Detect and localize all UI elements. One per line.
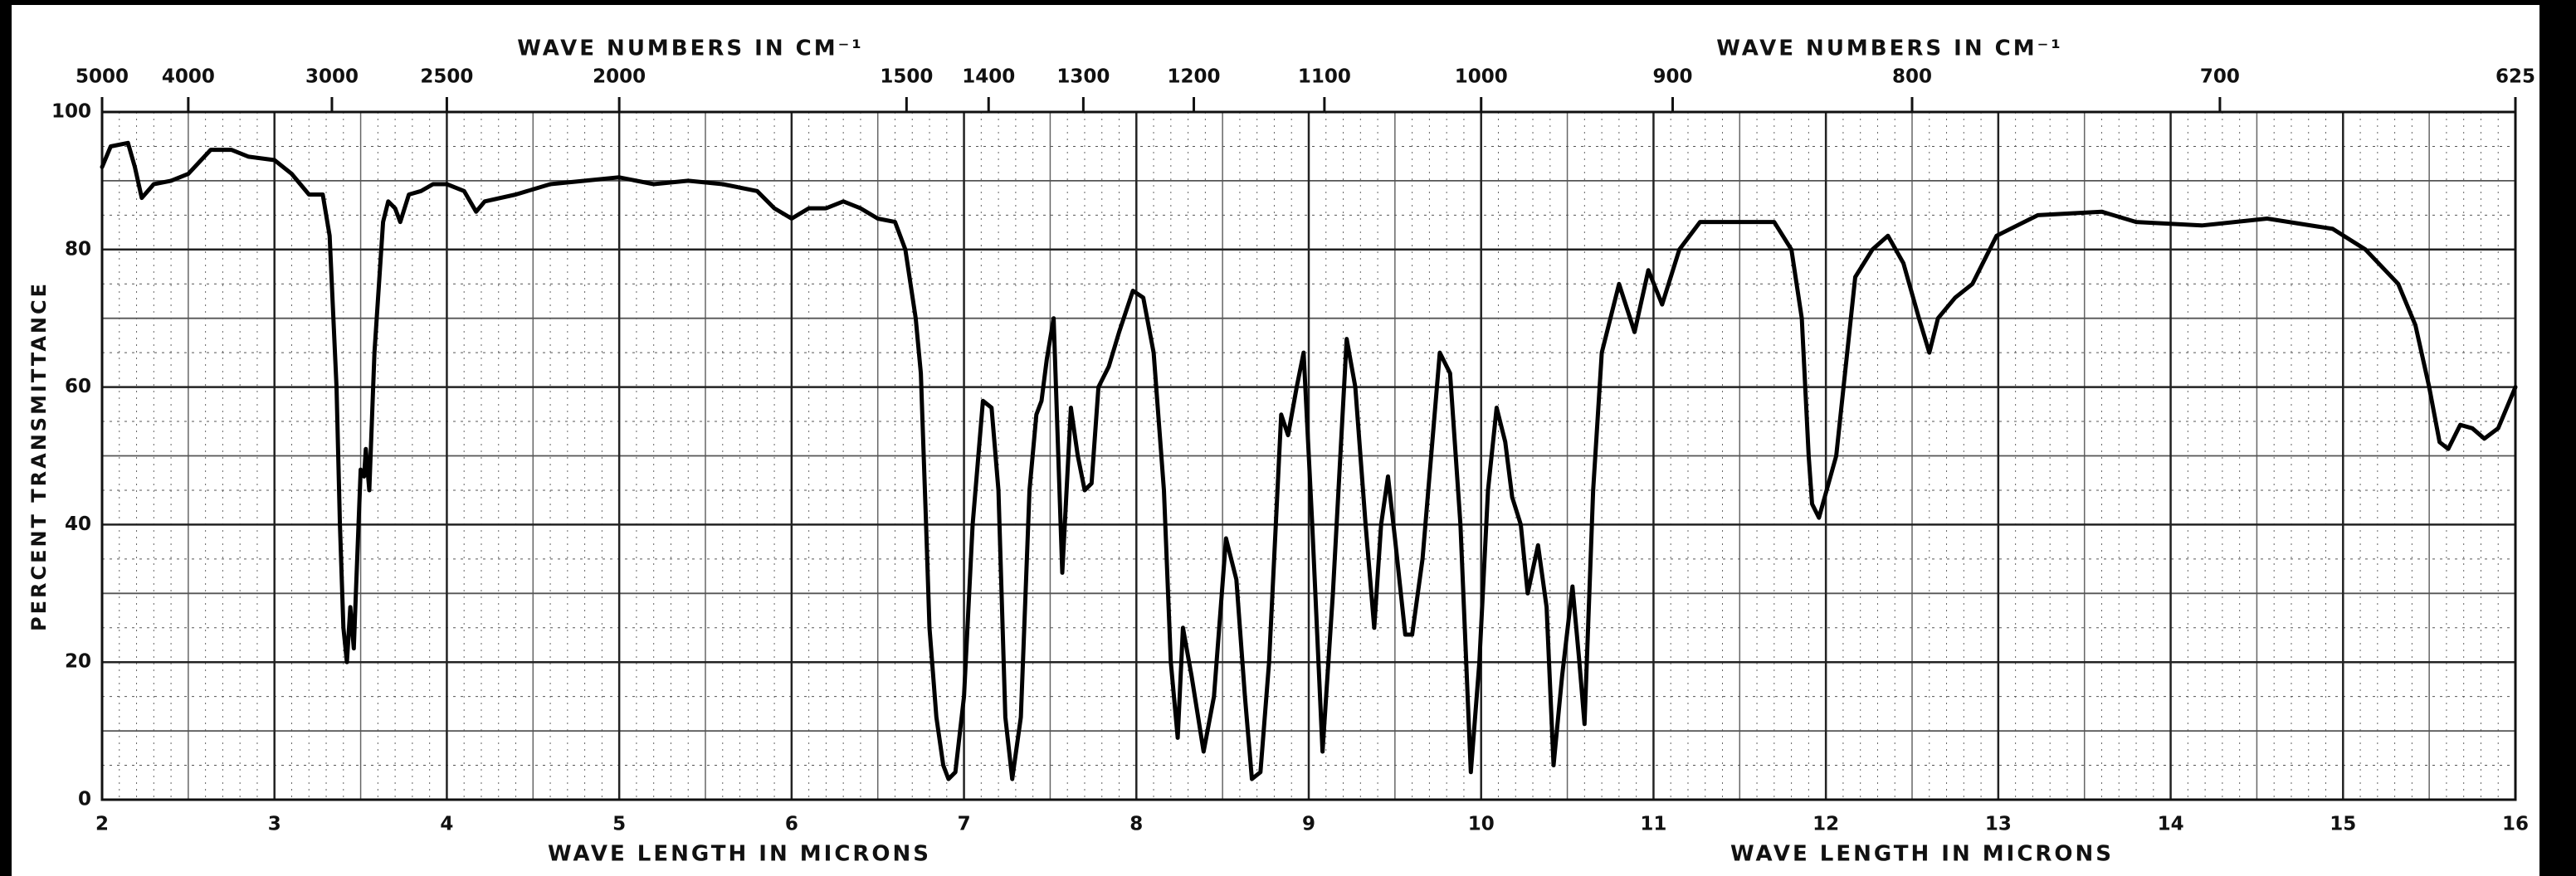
- x-axis-title: WAVE LENGTH IN MICRONS: [1730, 842, 2114, 867]
- y-tick-label: 40: [65, 513, 91, 535]
- top-tick-label: 1500: [880, 66, 933, 88]
- top-tick-label: 625: [2496, 66, 2535, 88]
- x-tick-label: 11: [1640, 814, 1666, 835]
- x-tick-label: 16: [2502, 814, 2529, 835]
- top-tick-label: 1400: [962, 66, 1015, 88]
- x-tick-label: 15: [2330, 814, 2356, 835]
- top-tick-label: 1100: [1298, 66, 1351, 88]
- x-tick-label: 5: [612, 814, 626, 835]
- top-tick-label: 3000: [305, 66, 359, 88]
- x-tick-label: 13: [1985, 814, 2012, 835]
- y-tick-label: 100: [51, 101, 91, 123]
- x-tick-label: 8: [1129, 814, 1143, 835]
- x-tick-label: 9: [1302, 814, 1315, 835]
- top-axis-title: WAVE NUMBERS IN CM⁻¹: [1716, 36, 2062, 61]
- top-tick-label: 2500: [420, 66, 473, 88]
- top-tick-label: 1200: [1168, 66, 1221, 88]
- y-tick-label: 80: [65, 238, 91, 260]
- y-tick-label: 20: [65, 651, 91, 673]
- top-tick-label: 4000: [162, 66, 215, 88]
- y-axis-title: PERCENT TRANSMITTANCE: [27, 281, 51, 631]
- x-tick-label: 7: [958, 814, 971, 835]
- x-axis-title: WAVE LENGTH IN MICRONS: [548, 842, 931, 867]
- top-tick-label: 1300: [1056, 66, 1110, 88]
- y-tick-label: 0: [78, 789, 91, 810]
- x-tick-label: 4: [440, 814, 453, 835]
- top-tick-label: 1000: [1455, 66, 1508, 88]
- top-tick-label: 900: [1653, 66, 1693, 88]
- top-axis-title: WAVE NUMBERS IN CM⁻¹: [517, 36, 863, 61]
- x-tick-label: 10: [1468, 814, 1495, 835]
- plot-frame: [100, 110, 2517, 801]
- paper: [12, 5, 2539, 876]
- x-tick-label: 3: [268, 814, 281, 835]
- top-tick-label: 700: [2200, 66, 2240, 88]
- spectrum-line: [100, 140, 2518, 781]
- x-tick-label: 2: [95, 814, 109, 835]
- top-tick-label: 2000: [593, 66, 646, 88]
- x-tick-label: 12: [1812, 814, 1839, 835]
- x-tick-label: 14: [2158, 814, 2184, 835]
- x-tick-label: 6: [785, 814, 798, 835]
- y-tick-label: 60: [65, 376, 91, 397]
- top-tick-label: 800: [1892, 66, 1932, 88]
- top-tick-label: 5000: [76, 66, 129, 88]
